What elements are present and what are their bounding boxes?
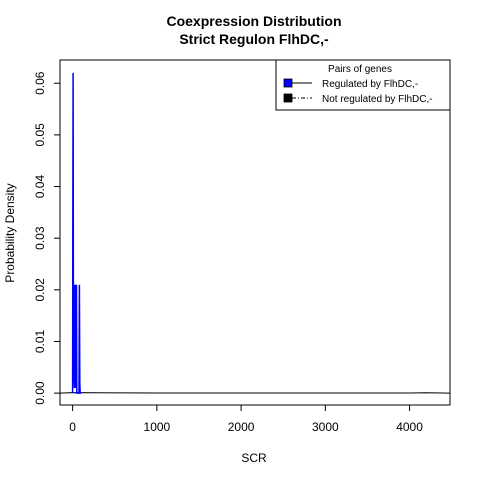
legend-label-regulated: Regulated by FlhDC,- [322, 79, 418, 90]
y-tick-label: 0.00 [33, 381, 47, 405]
x-axis-label: SCR [241, 451, 267, 465]
legend-swatch-not-regulated [283, 93, 293, 103]
series-line-regulated [71, 72, 82, 394]
legend-label-not-regulated: Not regulated by FlhDC,- [322, 94, 433, 105]
legend-box [275, 59, 451, 111]
plot-frame [59, 59, 451, 406]
y-tick-label: 0.05 [33, 123, 47, 147]
y-tick-label: 0.02 [33, 278, 47, 302]
chart-title-line1: Coexpression Distribution [166, 13, 341, 29]
legend-title: Pairs of genes [328, 64, 392, 75]
series-group [59, 72, 451, 394]
chart-title-line2: Strict Regulon FlhDC,- [179, 31, 329, 47]
y-tick-label: 0.01 [33, 329, 47, 353]
x-tick-label: 3000 [312, 420, 339, 434]
series-line-not-regulated [59, 392, 451, 394]
legend: Pairs of genes Regulated by FlhDC,- Not … [275, 59, 451, 111]
legend-swatch-regulated [283, 78, 293, 88]
y-axis-label: Probability Density [3, 183, 17, 282]
x-tick-label: 1000 [144, 420, 171, 434]
y-tick-label: 0.04 [33, 175, 47, 199]
axis-group: 0 1000 2000 3000 4000 0.00 0.01 0.02 0.03 0.04 0.0… [33, 71, 423, 434]
y-tick-label: 0.06 [33, 71, 47, 95]
x-tick-label: 4000 [396, 420, 423, 434]
y-tick-label: 0.03 [33, 226, 47, 250]
x-tick-label: 0 [69, 420, 76, 434]
x-tick-label: 2000 [228, 420, 255, 434]
